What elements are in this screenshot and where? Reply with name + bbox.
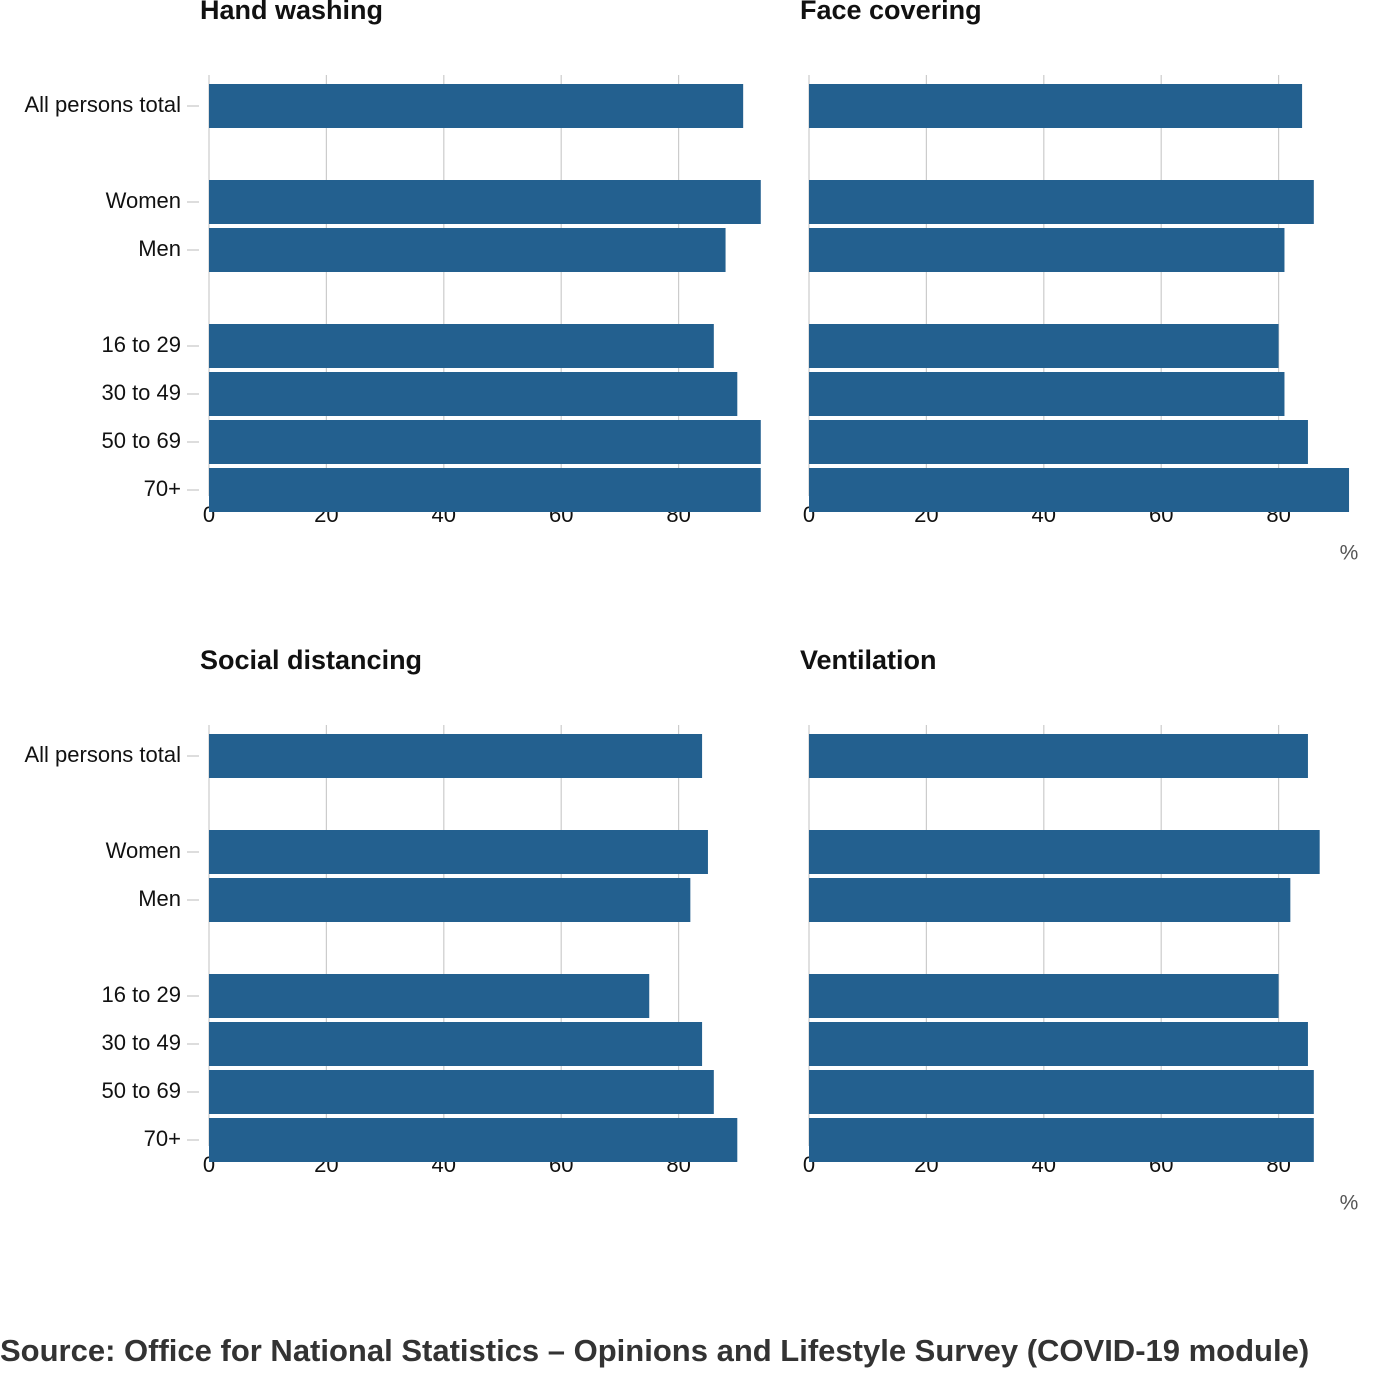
bar	[809, 1022, 1308, 1066]
bar	[209, 830, 708, 874]
bar	[809, 878, 1291, 922]
bar	[209, 1022, 703, 1066]
bar	[209, 324, 714, 368]
bar	[209, 468, 761, 512]
panel-title: Hand washing	[200, 0, 383, 25]
x-axis-label: %	[1340, 542, 1359, 565]
panel-title: Face covering	[800, 0, 982, 25]
y-tick-label: Men	[138, 886, 181, 911]
bar	[809, 1118, 1314, 1162]
bar	[209, 1070, 714, 1114]
y-tick-label: 70+	[144, 476, 181, 501]
bar	[809, 372, 1285, 416]
bar	[209, 734, 703, 778]
bar	[209, 974, 650, 1018]
bar	[809, 180, 1314, 224]
bar	[209, 1118, 738, 1162]
y-tick-label: 30 to 49	[101, 380, 181, 405]
bar	[809, 420, 1308, 464]
bar	[809, 228, 1285, 272]
bar	[809, 830, 1320, 874]
y-tick-label: 50 to 69	[101, 1078, 181, 1103]
bar	[809, 468, 1350, 512]
y-tick-label: 70+	[144, 1126, 181, 1151]
bar	[809, 974, 1279, 1018]
panel-title: Ventilation	[800, 645, 937, 675]
y-tick-label: 16 to 29	[101, 332, 181, 357]
y-tick-label: Women	[106, 838, 181, 863]
y-tick-label: Women	[106, 188, 181, 213]
y-tick-label: All persons total	[24, 92, 181, 117]
bar	[809, 84, 1303, 128]
bar	[209, 878, 691, 922]
bar	[209, 420, 761, 464]
bar	[209, 180, 761, 224]
source-note: Source: Office for National Statistics –…	[0, 1333, 1309, 1368]
bar	[209, 372, 738, 416]
y-tick-label: 30 to 49	[101, 1030, 181, 1055]
bar	[809, 734, 1308, 778]
bar	[809, 1070, 1314, 1114]
y-tick-label: 16 to 29	[101, 982, 181, 1007]
y-tick-label: 50 to 69	[101, 428, 181, 453]
bar	[209, 228, 726, 272]
y-tick-label: All persons total	[24, 742, 181, 767]
y-tick-label: Men	[138, 236, 181, 261]
panel-title: Social distancing	[200, 645, 422, 675]
bar	[209, 84, 744, 128]
x-axis-label: %	[1340, 1192, 1359, 1215]
bar	[809, 324, 1279, 368]
